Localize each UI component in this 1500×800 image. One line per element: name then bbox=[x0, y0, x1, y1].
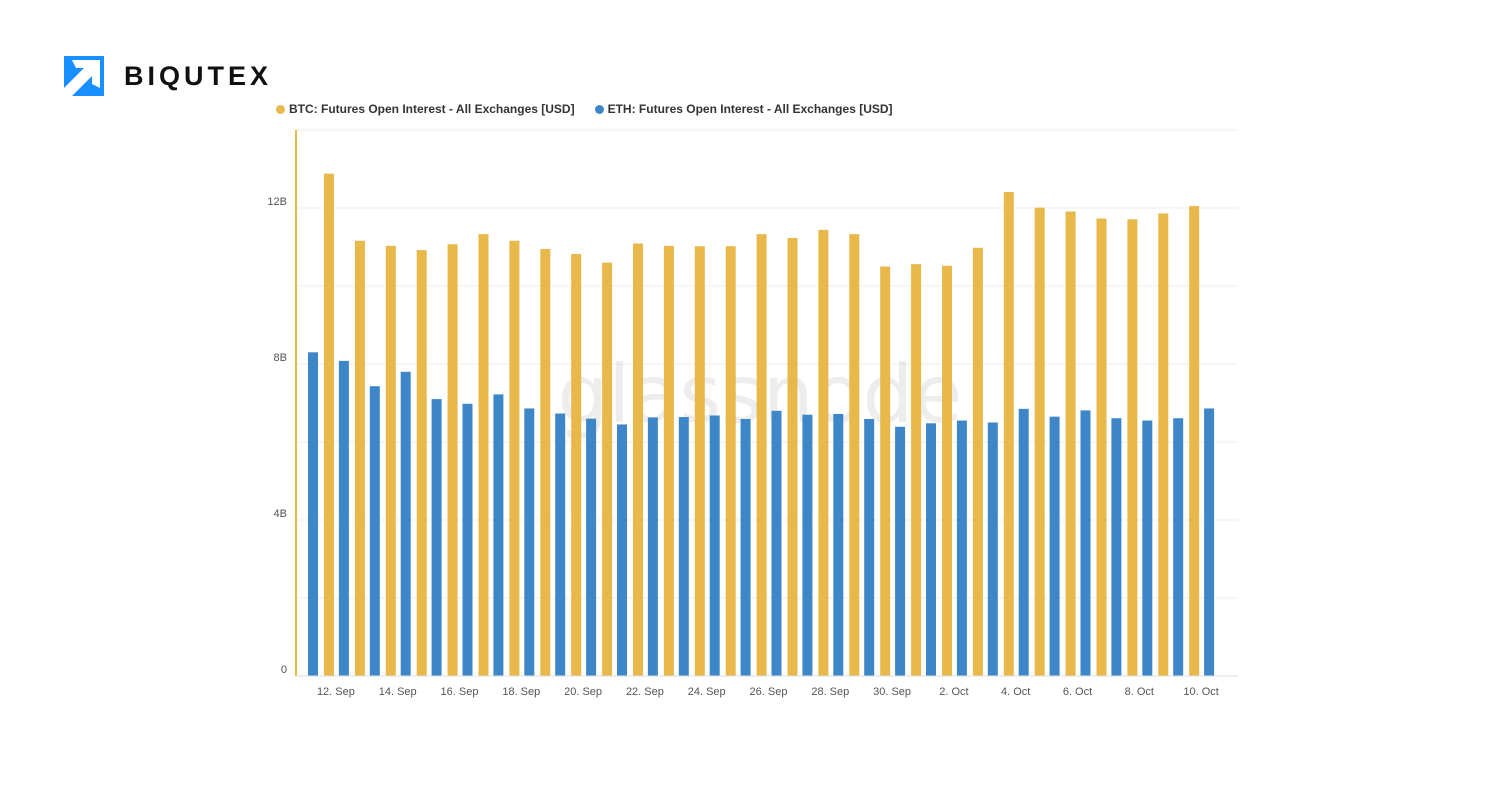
btc-bar[interactable] bbox=[1034, 207, 1045, 677]
y-tick-label: 12B bbox=[267, 196, 287, 208]
btc-bar[interactable] bbox=[571, 254, 582, 676]
btc-bar[interactable] bbox=[509, 240, 520, 676]
x-tick-label: 12. Sep bbox=[317, 686, 355, 698]
eth-bar[interactable] bbox=[431, 399, 442, 676]
eth-bar[interactable] bbox=[895, 426, 906, 676]
eth-bar[interactable] bbox=[555, 413, 566, 676]
btc-bar[interactable] bbox=[354, 240, 365, 676]
btc-bar[interactable] bbox=[787, 238, 798, 676]
tick-labels: 0 4B 8B 12B 12. Sep 14. Sep 16. Sep 18. Sep 20. … bbox=[267, 196, 1218, 698]
btc-bar[interactable] bbox=[880, 266, 891, 677]
eth-bar[interactable] bbox=[1173, 418, 1184, 676]
x-tick-label: 6. Oct bbox=[1063, 686, 1092, 698]
btc-bar[interactable] bbox=[1189, 206, 1200, 677]
btc-bar[interactable] bbox=[540, 248, 551, 676]
btc-bar[interactable] bbox=[1127, 219, 1138, 676]
legend-eth-label: ETH: Futures Open Interest - All Exchang… bbox=[607, 102, 893, 116]
btc-bar[interactable] bbox=[1003, 192, 1014, 676]
eth-bar[interactable] bbox=[586, 418, 597, 676]
axes bbox=[295, 130, 1238, 677]
eth-bar[interactable] bbox=[864, 418, 875, 676]
eth-bar[interactable] bbox=[1142, 420, 1153, 676]
eth-bar[interactable] bbox=[1018, 408, 1029, 676]
brand-name: BIQUTEX bbox=[124, 60, 273, 91]
eth-bar[interactable] bbox=[678, 417, 689, 676]
x-tick-label: 4. Oct bbox=[1001, 686, 1030, 698]
legend-eth-dot-icon bbox=[594, 104, 604, 114]
btc-bar[interactable] bbox=[416, 250, 427, 676]
eth-bar[interactable] bbox=[956, 420, 967, 676]
btc-bar[interactable] bbox=[1158, 213, 1169, 676]
x-tick-label: 20. Sep bbox=[564, 686, 602, 698]
x-tick-label: 10. Oct bbox=[1183, 686, 1218, 698]
eth-bar[interactable] bbox=[462, 403, 473, 676]
btc-bar[interactable] bbox=[849, 234, 860, 676]
eth-bar[interactable] bbox=[1111, 418, 1122, 676]
eth-bar[interactable] bbox=[709, 415, 720, 676]
x-tick-label: 30. Sep bbox=[873, 686, 911, 698]
eth-bar[interactable] bbox=[771, 410, 782, 676]
arrow-up-right-square-icon bbox=[64, 56, 104, 96]
btc-bar[interactable] bbox=[818, 229, 829, 676]
eth-bar[interactable] bbox=[1049, 416, 1060, 676]
x-tick-label: 28. Sep bbox=[811, 686, 849, 698]
btc-bar[interactable] bbox=[942, 265, 952, 676]
btc-bar[interactable] bbox=[756, 234, 767, 676]
legend-item-eth[interactable]: ETH: Futures Open Interest - All Exchang… bbox=[594, 102, 893, 116]
eth-bar[interactable] bbox=[987, 422, 998, 677]
y-tick-label: 8B bbox=[274, 352, 287, 364]
eth-bar[interactable] bbox=[493, 394, 504, 676]
eth-bar[interactable] bbox=[308, 352, 318, 676]
x-tick-label: 14. Sep bbox=[379, 686, 417, 698]
eth-bar[interactable] bbox=[647, 417, 658, 676]
x-tick-label: 26. Sep bbox=[750, 686, 788, 698]
x-tick-label: 2. Oct bbox=[939, 686, 968, 698]
btc-bar[interactable] bbox=[694, 246, 705, 676]
y-tick-label: 0 bbox=[281, 664, 287, 676]
eth-bar[interactable] bbox=[740, 418, 751, 676]
x-tick-label: 18. Sep bbox=[502, 686, 540, 698]
eth-bar[interactable] bbox=[833, 413, 844, 676]
eth-bar[interactable] bbox=[1080, 410, 1091, 676]
x-tick-label: 16. Sep bbox=[441, 686, 479, 698]
x-tick-label: 22. Sep bbox=[626, 686, 664, 698]
x-tick-label: 8. Oct bbox=[1125, 686, 1154, 698]
btc-bar[interactable] bbox=[725, 246, 736, 676]
btc-bar[interactable] bbox=[447, 244, 458, 676]
y-tick-label: 4B bbox=[274, 508, 287, 520]
legend-btc-dot-icon bbox=[276, 104, 285, 114]
eth-bar[interactable] bbox=[802, 414, 813, 676]
btc-bar[interactable] bbox=[385, 245, 396, 676]
legend-item-btc[interactable]: BTC: Futures Open Interest - All Exchang… bbox=[276, 102, 575, 116]
btc-bar[interactable] bbox=[478, 234, 489, 676]
btc-bar[interactable] bbox=[663, 245, 674, 676]
eth-bar[interactable] bbox=[524, 408, 535, 676]
eth-bar[interactable] bbox=[369, 386, 380, 676]
eth-bar[interactable] bbox=[1204, 408, 1215, 676]
eth-bar[interactable] bbox=[338, 360, 349, 676]
eth-bar[interactable] bbox=[926, 423, 936, 676]
btc-bar[interactable] bbox=[1065, 211, 1076, 676]
brand-logo: BIQUTEX bbox=[64, 56, 272, 96]
btc-bar[interactable] bbox=[1096, 218, 1107, 676]
bars bbox=[308, 173, 1215, 677]
btc-bar[interactable] bbox=[911, 264, 922, 676]
btc-bar[interactable] bbox=[602, 262, 613, 676]
btc-bar[interactable] bbox=[324, 173, 334, 676]
eth-bar[interactable] bbox=[617, 424, 627, 676]
chart-legend: BTC: Futures Open Interest - All Exchang… bbox=[276, 102, 893, 116]
btc-bar[interactable] bbox=[633, 243, 643, 677]
btc-bar[interactable] bbox=[972, 247, 983, 676]
x-tick-label: 24. Sep bbox=[688, 686, 726, 698]
legend-btc-label: BTC: Futures Open Interest - All Exchang… bbox=[289, 102, 575, 116]
eth-bar[interactable] bbox=[400, 371, 411, 676]
